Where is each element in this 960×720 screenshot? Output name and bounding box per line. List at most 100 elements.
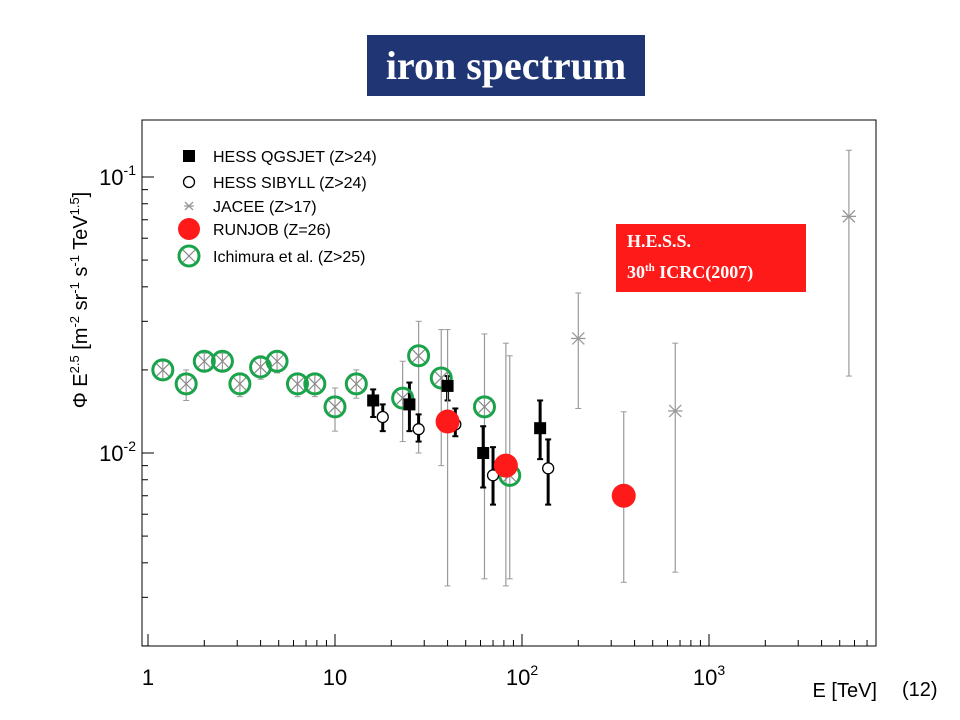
ring-marker: [285, 372, 309, 396]
ring-marker: [303, 372, 327, 396]
ring-marker: [391, 386, 415, 410]
cross-stroke: [434, 371, 448, 385]
x-tick-label: 10: [323, 665, 347, 690]
annotation-line1: H.E.S.S.: [627, 231, 692, 251]
data-point: [486, 469, 500, 482]
cross-stroke: [396, 391, 410, 405]
cross-stroke: [308, 377, 322, 391]
ring-marker: [177, 244, 201, 268]
data-point: [323, 395, 347, 419]
ring-marker: [151, 358, 175, 382]
ring-marker: [192, 349, 216, 373]
legend-label: RUNJOB (Z=26): [213, 222, 331, 239]
data-point: [403, 398, 416, 411]
annotation-line2: 30th ICRC(2007): [627, 255, 806, 286]
legend-marker: [183, 150, 195, 162]
x-tick-label: 102: [506, 662, 538, 690]
slide-title: iron spectrum: [367, 35, 645, 96]
ring-marker: [323, 395, 347, 419]
dot-marker: [435, 409, 460, 434]
square-marker: [183, 150, 195, 162]
markers-layer: [151, 209, 857, 508]
square-marker: [441, 379, 454, 392]
cross-stroke: [233, 377, 247, 391]
cross-stroke: [254, 360, 268, 374]
data-point: [174, 372, 198, 396]
dot-marker: [611, 483, 636, 508]
x-tick-labels: 1 10 102 103: [142, 662, 725, 690]
data-point: [367, 394, 380, 407]
ring-marker: [174, 372, 198, 396]
legend-label: Ichimura et al. (Z>25): [213, 249, 366, 266]
cross-stroke: [182, 249, 196, 263]
circle-marker: [412, 423, 425, 436]
cross-stroke: [328, 400, 342, 414]
legend-marker: [177, 244, 201, 268]
cross-stroke: [156, 363, 170, 377]
x-tick-label: 103: [693, 662, 725, 690]
data-point: [472, 395, 496, 419]
data-point: [668, 404, 683, 418]
ring-marker: [407, 344, 431, 368]
data-point: [412, 423, 425, 436]
data-point: [542, 462, 555, 475]
data-point: [228, 372, 252, 396]
square-marker: [367, 394, 380, 407]
data-point: [151, 358, 175, 382]
data-point: [192, 349, 216, 373]
y-tick-label: 10-2: [99, 438, 136, 466]
cross-stroke: [412, 349, 426, 363]
axis-ticks: [142, 176, 868, 647]
data-point: [265, 349, 289, 373]
y-axis-label: Φ E2.5 [m-2 sr-1 s-1 TeV1.5]: [67, 192, 92, 409]
data-point: [435, 409, 460, 434]
legend-label: HESS QGSJET (Z>24): [213, 149, 377, 166]
annotation-number: 30: [627, 262, 645, 282]
data-point: [841, 209, 857, 223]
legend-marker: [184, 201, 194, 211]
dot-marker: [178, 218, 200, 240]
x-axis-label: E [TeV]: [813, 680, 877, 702]
data-point: [407, 344, 431, 368]
data-point: [303, 372, 327, 396]
cross-stroke: [349, 377, 363, 391]
ring-marker: [344, 372, 368, 396]
dot-marker: [493, 453, 518, 478]
data-point: [534, 422, 547, 435]
legend-label: HESS SIBYLL (Z>24): [213, 175, 367, 192]
circle-marker: [542, 462, 555, 475]
ring-marker: [429, 366, 453, 390]
legend-marker: [182, 175, 196, 189]
circle-marker: [486, 469, 500, 482]
data-point: [477, 447, 490, 459]
legend: HESS QGSJET (Z>24) HESS SIBYLL (Z>24) JACE…: [177, 149, 377, 268]
annotation-sup: th: [645, 262, 655, 274]
cross-stroke: [215, 354, 229, 368]
ring-marker: [472, 395, 496, 419]
data-point: [571, 332, 586, 345]
square-marker: [403, 398, 416, 411]
y-tick-label: 10-1: [99, 162, 136, 190]
ring-marker: [228, 372, 252, 396]
circle-marker: [376, 410, 389, 424]
cross-stroke: [291, 377, 304, 391]
legend-marker: [178, 218, 200, 240]
data-point: [493, 453, 518, 478]
cross-stroke: [270, 354, 284, 368]
legend-label: JACEE (Z>17): [213, 199, 317, 216]
data-point: [344, 372, 368, 396]
ring-marker: [265, 349, 289, 373]
y-tick-labels: 10-2 10-1: [99, 162, 136, 466]
hess-icrc-annotation: H.E.S.S. 30th ICRC(2007): [616, 224, 806, 292]
square-marker: [534, 422, 547, 435]
ring-marker: [210, 349, 234, 373]
cross-stroke: [478, 400, 491, 414]
data-point: [210, 349, 234, 373]
square-marker: [477, 447, 490, 459]
slide-number: (12): [902, 679, 938, 701]
data-point: [376, 410, 389, 424]
circle-marker: [182, 175, 196, 189]
cross-stroke: [179, 377, 193, 391]
data-point: [285, 372, 309, 396]
